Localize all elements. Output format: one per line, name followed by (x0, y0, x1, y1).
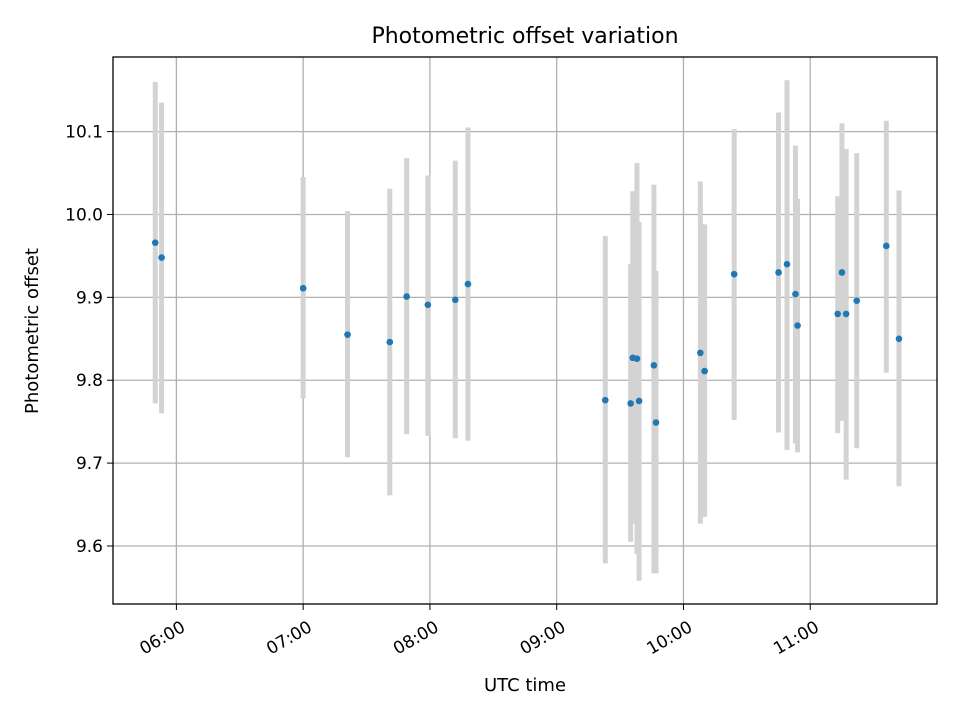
data-point (834, 310, 841, 318)
data-point (783, 260, 791, 268)
data-point (403, 293, 410, 300)
y-tick-label: 9.9 (76, 288, 103, 308)
data-point (842, 310, 850, 318)
y-tick-label: 9.6 (76, 537, 103, 557)
data-point (627, 400, 634, 407)
data-point (344, 331, 351, 338)
data-point (853, 297, 861, 304)
data-point (386, 338, 394, 346)
y-axis-ticks: 9.6 9.7 9.8 9.9 10.0 10.1 (65, 123, 113, 557)
y-tick-label: 10.1 (65, 123, 103, 143)
data-point (158, 254, 165, 261)
data-point (633, 355, 641, 362)
y-tick-label: 10.0 (65, 205, 103, 225)
chart-title: Photometric offset variation (371, 24, 678, 49)
data-point (151, 239, 159, 246)
data-point (792, 290, 799, 298)
data-point (424, 301, 432, 309)
data-point (882, 242, 890, 250)
y-tick-label: 9.8 (76, 371, 103, 391)
data-point (794, 322, 801, 329)
y-tick-label: 9.7 (76, 454, 103, 474)
data-point (895, 335, 903, 343)
plot-frame (112, 56, 938, 605)
x-axis-label: UTC time (484, 675, 566, 696)
data-point (775, 269, 782, 276)
data-point (701, 367, 708, 375)
data-point (451, 296, 459, 304)
data-point (464, 280, 472, 288)
data-point (652, 419, 660, 426)
data-points (151, 239, 903, 426)
data-point (601, 396, 609, 404)
data-point (650, 362, 658, 369)
y-axis-label: Photometric offset (22, 248, 43, 414)
data-point (838, 269, 846, 276)
data-point (730, 270, 738, 278)
data-point (697, 349, 704, 357)
data-point (635, 397, 643, 405)
data-point (299, 284, 307, 292)
